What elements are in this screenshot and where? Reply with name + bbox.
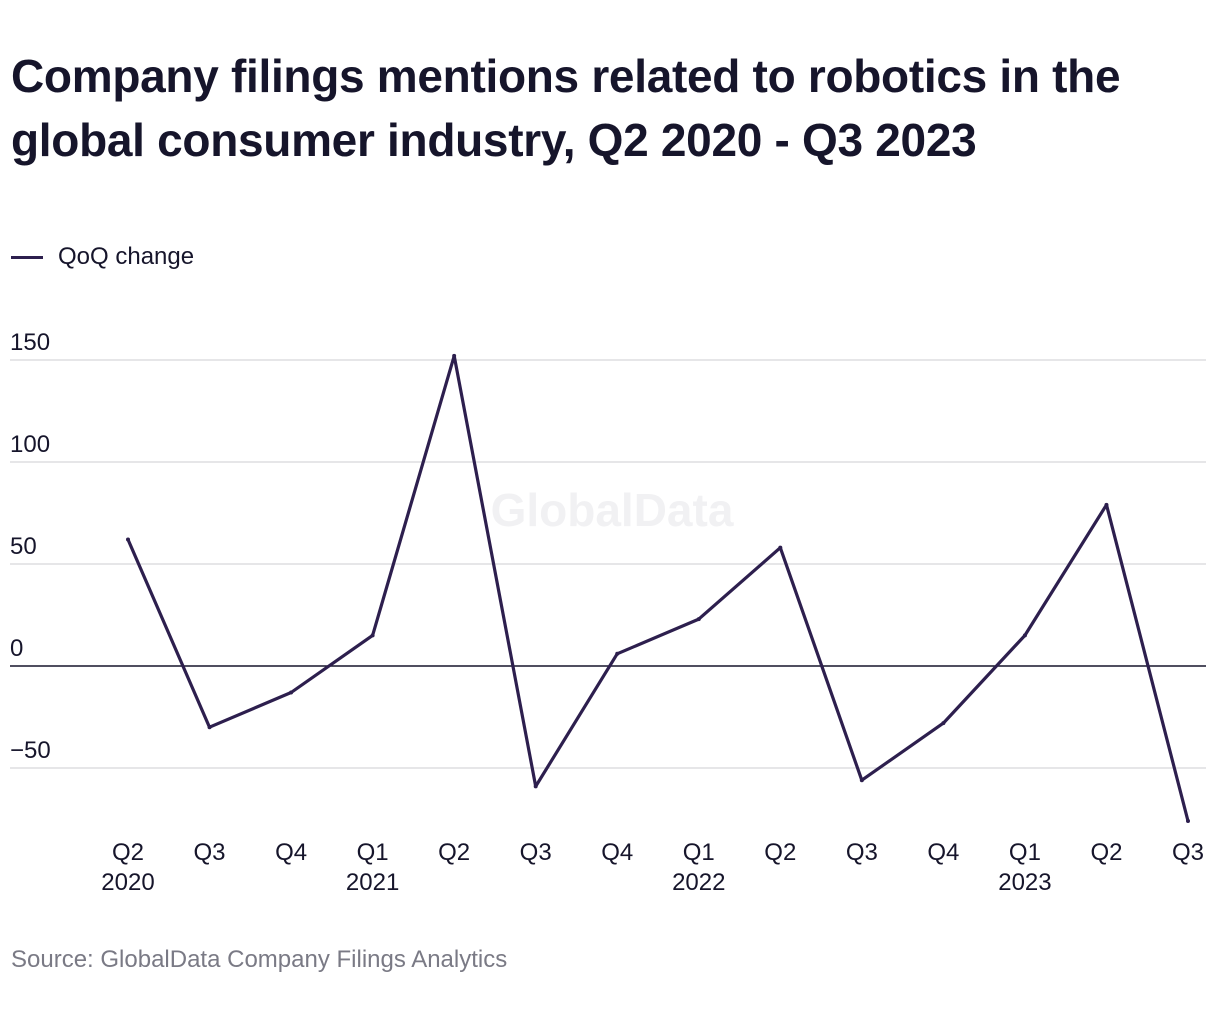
x-tick-year-label: 2022 <box>672 869 725 896</box>
y-tick-label: 50 <box>10 533 37 560</box>
data-point <box>207 725 212 730</box>
x-tick-label: Q2 <box>764 839 796 866</box>
data-point <box>533 784 538 789</box>
x-tick-year-label: 2020 <box>101 869 154 896</box>
data-point <box>1104 502 1109 507</box>
watermark: GlobalData <box>491 484 734 536</box>
x-tick-label: Q3 <box>520 839 552 866</box>
x-tick-label: Q3 <box>194 839 226 866</box>
x-axis-ticks: Q2 2020 Q3 Q4 Q1 2021 Q2 Q3 Q4 Q1 2022 Q2 Q3 Q4 Q1 2023… <box>101 839 1204 896</box>
y-tick-label: 0 <box>10 635 23 662</box>
x-tick-year-label: 2021 <box>346 869 399 896</box>
x-tick-label: Q2 <box>112 839 144 866</box>
data-point <box>452 353 457 358</box>
legend-swatch <box>11 255 43 259</box>
data-point <box>615 651 620 656</box>
series-line-qoq-change <box>126 354 1190 823</box>
data-point <box>859 778 864 783</box>
x-tick-year-label: 2023 <box>998 869 1051 896</box>
chart-title: Company filings mentions related to robo… <box>11 50 1121 166</box>
x-tick-label: Q1 <box>357 839 389 866</box>
data-point <box>126 537 130 542</box>
y-tick-label: 100 <box>10 431 50 458</box>
data-point <box>778 545 783 550</box>
x-tick-label: Q3 <box>1172 839 1204 866</box>
x-tick-label: Q1 <box>1009 839 1041 866</box>
x-tick-label: Q4 <box>601 839 633 866</box>
data-point <box>370 633 375 638</box>
gridlines <box>10 359 1206 769</box>
series <box>126 353 1190 824</box>
data-point <box>696 617 701 622</box>
legend-label: QoQ change <box>58 243 195 270</box>
x-tick-label: Q4 <box>275 839 307 866</box>
x-tick-label: Q3 <box>846 839 878 866</box>
data-point <box>289 690 294 695</box>
x-tick-label: Q1 <box>683 839 715 866</box>
y-tick-label: 150 <box>10 329 50 356</box>
y-axis-ticks: −50 0 50 100 150 <box>10 329 51 764</box>
x-tick-label: Q4 <box>927 839 959 866</box>
x-tick-label: Q2 <box>1090 839 1122 866</box>
data-point <box>1022 633 1027 638</box>
legend: QoQ change <box>11 242 194 272</box>
source-note: Source: GlobalData Company Filings Analy… <box>11 946 508 973</box>
y-tick-label: −50 <box>10 737 51 764</box>
data-point <box>1186 819 1190 824</box>
x-tick-label: Q2 <box>438 839 470 866</box>
data-point <box>941 721 946 726</box>
